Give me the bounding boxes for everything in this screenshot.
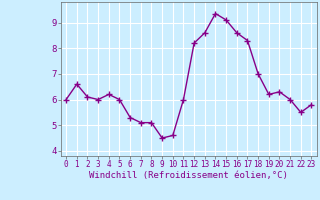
X-axis label: Windchill (Refroidissement éolien,°C): Windchill (Refroidissement éolien,°C): [89, 171, 288, 180]
